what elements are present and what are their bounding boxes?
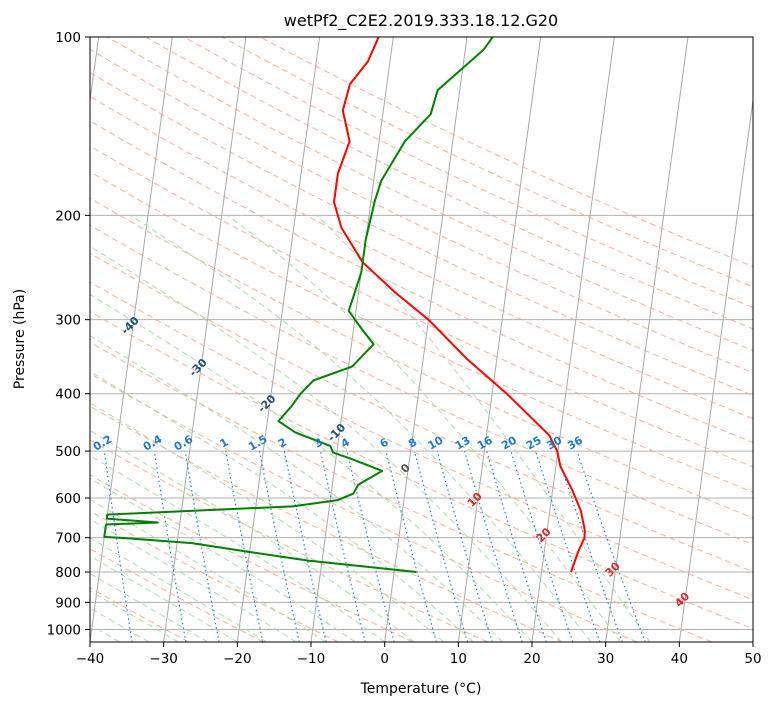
mixing-ratio-line [103, 451, 133, 642]
profile-lines [103, 37, 586, 573]
moist-adiabat-line [90, 454, 385, 642]
x-tick-label: −10 [297, 651, 326, 667]
moist-adiabat-line [316, 214, 651, 642]
isotherm-line [678, 96, 753, 642]
dewpoint-profile-line [103, 37, 494, 573]
x-tick-label: 20 [523, 651, 540, 667]
mixing-ratio-line [486, 450, 547, 642]
x-tick-label: −20 [223, 651, 252, 667]
y-tick-label: 100 [55, 30, 81, 46]
x-tick-label: 40 [671, 651, 688, 667]
dry-adiabat-line [90, 95, 753, 420]
mixing-ratio-line [385, 450, 437, 642]
moist-adiabat-line [227, 214, 621, 642]
dry-adiabat-line [90, 510, 339, 642]
y-tick-label: 900 [55, 595, 81, 611]
y-tick-label: 500 [55, 444, 81, 460]
x-tick-label: −40 [76, 651, 105, 667]
x-axis-label: Temperature (°C) [360, 681, 482, 697]
y-tick-label: 800 [55, 565, 81, 581]
dry-adiabat-line [90, 405, 563, 642]
moist-adiabat-line [90, 477, 356, 642]
dry-adiabat-line [221, 37, 753, 288]
moist-adiabat-line [90, 518, 297, 642]
moist-adiabat-line [90, 555, 238, 642]
moist-adiabat-line [90, 572, 209, 642]
dry-adiabat-line [90, 439, 488, 642]
mixing-ratio-line [464, 450, 523, 642]
background-grid [90, 37, 753, 642]
mixing-ratio-line [184, 451, 220, 642]
dry-adiabat-line [90, 548, 264, 642]
y-tick-label: 600 [55, 491, 81, 507]
mixing-ratio-line [510, 450, 574, 642]
axes: −40 −30 −20 −10 0 10 20 30 40 50 100 200 300 400 500 60… [47, 30, 762, 667]
y-tick-label: 200 [55, 208, 81, 224]
mixing-ratio-line [153, 451, 187, 642]
x-tick-label: −30 [149, 651, 178, 667]
dry-adiabat-line [90, 252, 753, 573]
x-tick-label: 10 [450, 651, 467, 667]
dry-adiabat-line [107, 37, 753, 352]
y-axis-label: Pressure (hPa) [12, 289, 28, 389]
isotherm-line [90, 37, 173, 642]
y-tick-label: 300 [55, 313, 81, 329]
isotherm-line [236, 37, 321, 642]
dry-adiabat-line [90, 373, 638, 642]
moist-adiabat-line [90, 429, 415, 642]
dry-adiabat-line [145, 37, 753, 330]
dry-adiabat-line [90, 71, 753, 396]
dry-adiabat-line [90, 341, 712, 642]
temperature-profile-line [333, 37, 586, 573]
dry-adiabat-line [90, 310, 753, 630]
mixing-ratio-line [413, 450, 469, 642]
isotherm-line [384, 37, 468, 642]
x-tick-label: 50 [744, 651, 761, 667]
y-tick-label: 400 [55, 387, 81, 403]
y-tick-label: 700 [55, 531, 81, 547]
moist-adiabat-line [90, 335, 503, 642]
dry-adiabat-line [90, 197, 753, 519]
moist-adiabat-line [90, 245, 562, 642]
x-tick-label: 0 [380, 651, 389, 667]
dry-adiabat-line [90, 171, 753, 493]
dry-adiabat-line [90, 224, 753, 545]
x-tick-label: 30 [597, 651, 614, 667]
isotherm-line [605, 37, 689, 642]
moist-adiabat-line [90, 370, 474, 642]
moist-adiabat-line [90, 293, 533, 642]
dry-adiabat-line [90, 281, 753, 601]
y-tick-label: 1000 [47, 622, 81, 638]
plot-frame [89, 36, 754, 643]
chart-title: wetPf2_C2E2.2019.333.18.12.G20 [284, 11, 558, 31]
moist-adiabat-line [90, 498, 326, 642]
mixing-ratio-line [436, 450, 493, 642]
